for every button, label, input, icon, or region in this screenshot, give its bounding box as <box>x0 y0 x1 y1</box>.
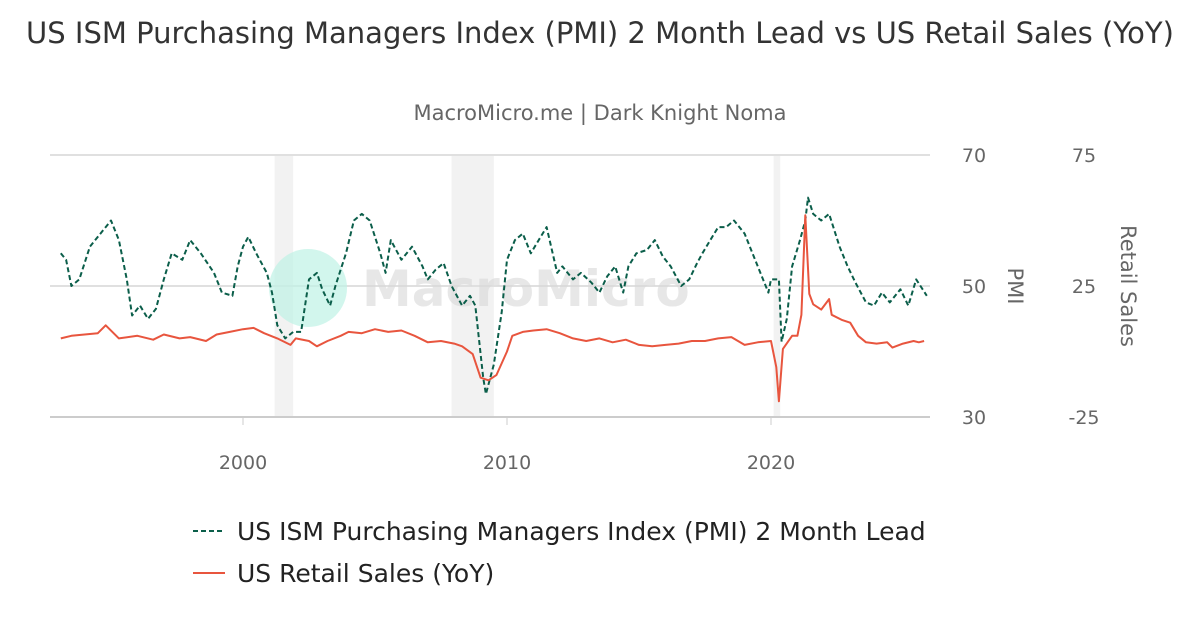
left-tick-label: 50 <box>962 276 986 298</box>
left-axis-label: PMI <box>1003 268 1027 305</box>
left-tick-label: 70 <box>962 145 986 167</box>
solid-line-icon <box>193 572 225 574</box>
right-tick-label: 25 <box>1072 276 1096 298</box>
x-tick-label: 2010 <box>483 452 531 474</box>
legend-item-pmi[interactable]: US ISM Purchasing Managers Index (PMI) 2… <box>193 510 926 552</box>
x-tick-label: 2000 <box>219 452 267 474</box>
legend-label: US Retail Sales (YoY) <box>237 558 495 588</box>
right-tick-label: 75 <box>1072 145 1096 167</box>
dashed-line-icon <box>193 530 225 532</box>
legend-label: US ISM Purchasing Managers Index (PMI) 2… <box>237 516 926 546</box>
pmi-series-line <box>60 196 928 396</box>
left-tick-label: 30 <box>962 407 986 429</box>
chart-title: US ISM Purchasing Managers Index (PMI) 2… <box>26 16 1174 50</box>
watermark-text: MacroMicro <box>362 260 690 318</box>
watermark: MacroMicro <box>269 249 690 327</box>
right-tick-label: -25 <box>1068 407 1099 429</box>
right-axis-label: Retail Sales <box>1116 225 1140 347</box>
x-tick-label: 2020 <box>747 452 795 474</box>
chart-canvas: MacroMicro 2000 2010 2020 70 50 30 75 25 -25 P… <box>50 145 1140 474</box>
legend-item-retail[interactable]: US Retail Sales (YoY) <box>193 552 926 594</box>
legend: US ISM Purchasing Managers Index (PMI) 2… <box>193 510 926 594</box>
retail-sales-series-line <box>60 214 925 403</box>
chart-subtitle: MacroMicro.me | Dark Knight Noma <box>413 101 787 125</box>
